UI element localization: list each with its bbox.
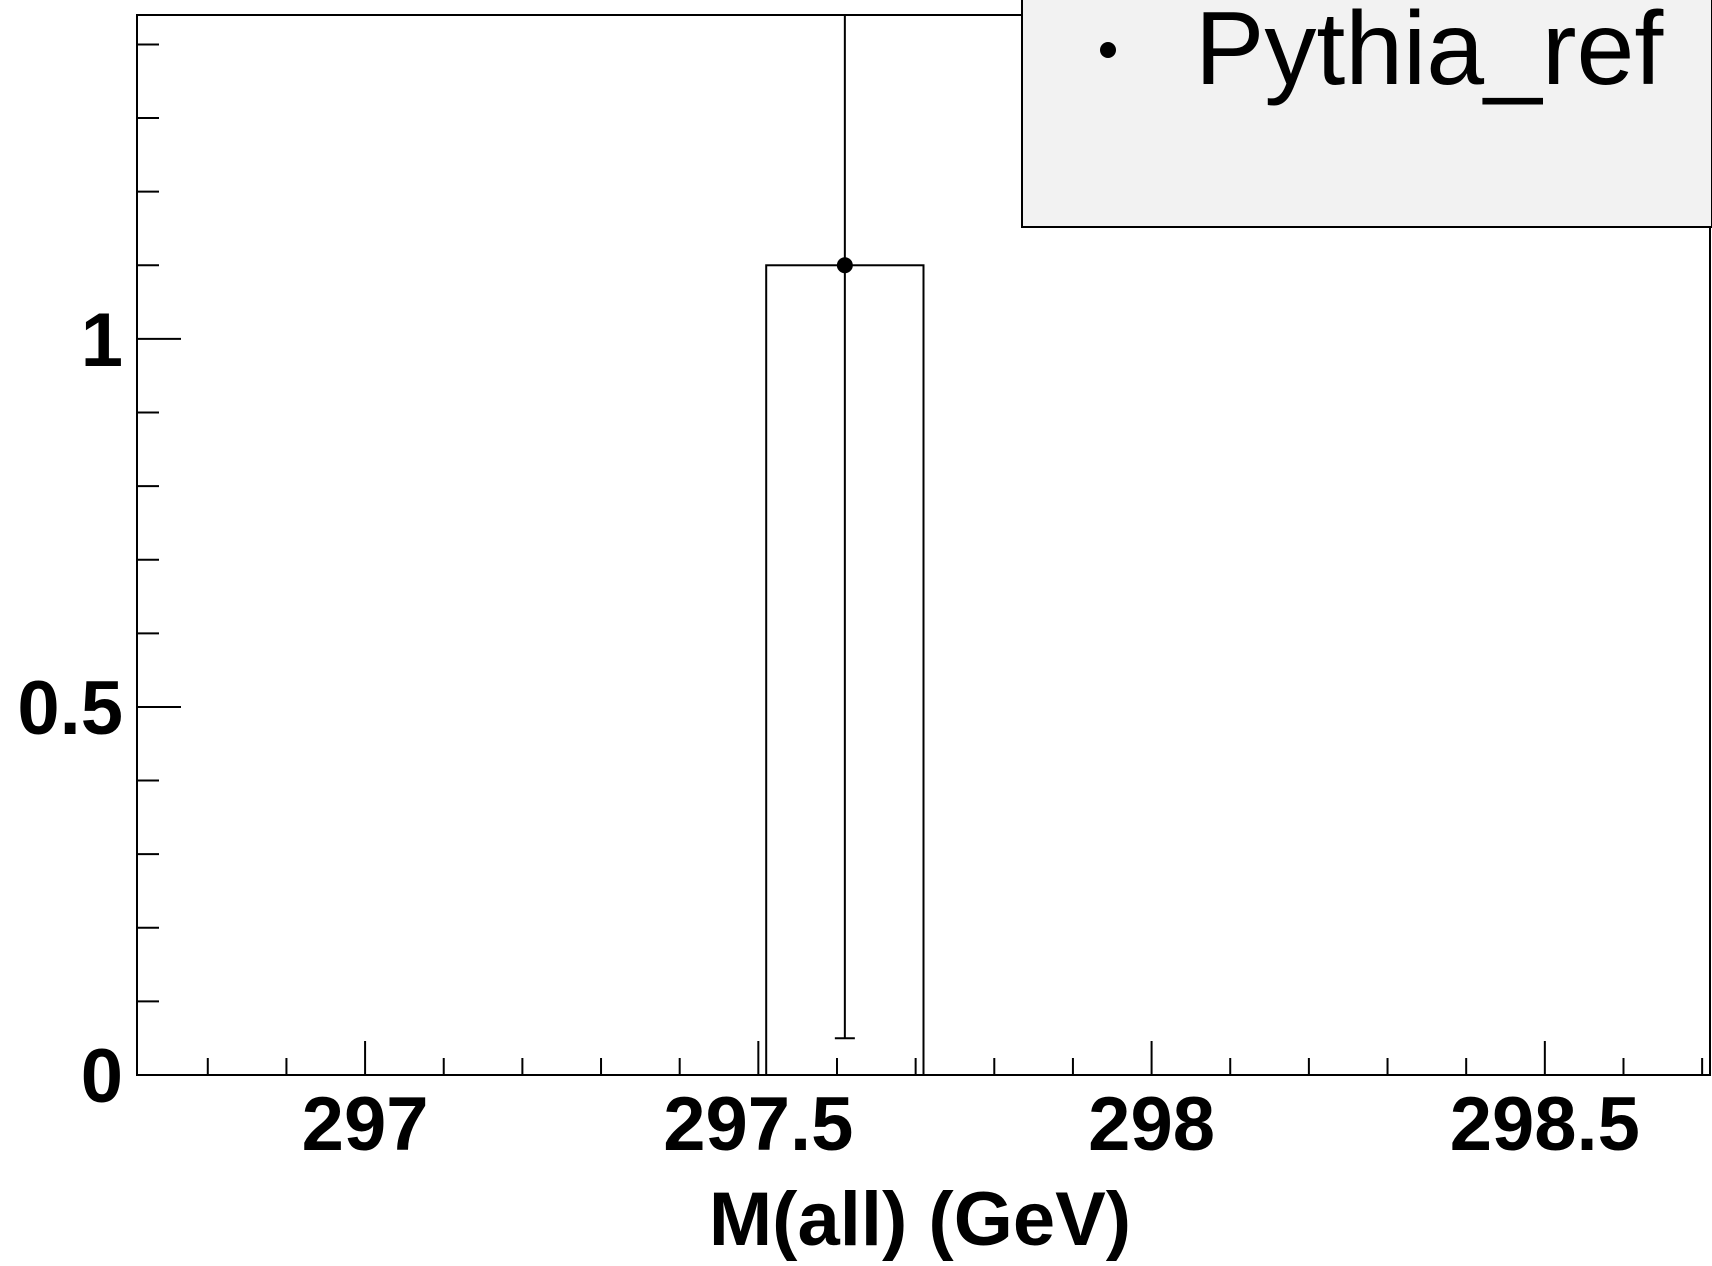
legend-marker-icon	[1100, 42, 1116, 58]
points-layer	[834, 15, 855, 1040]
data-point	[836, 257, 853, 274]
legend-box	[1021, 0, 1712, 228]
x-tick-label: 298	[1088, 1082, 1215, 1167]
y-tick-label: 1	[81, 298, 123, 383]
x-axis: 297 297.5 298 298.5	[206, 1041, 1704, 1167]
y-tick-label: 0	[81, 1034, 123, 1119]
legend: Pythia_ref	[1021, 0, 1712, 228]
x-tick-label: 297	[302, 1082, 429, 1167]
x-tick-label: 297.5	[663, 1082, 853, 1167]
y-axis: 00.51	[17, 43, 181, 1119]
y-tick-label: 0.5	[17, 666, 123, 751]
legend-entry-label: Pythia_ref	[1195, 0, 1664, 107]
x-tick-label: 298.5	[1450, 1082, 1640, 1167]
x-axis-title: M(all) (GeV)	[709, 1177, 1131, 1262]
